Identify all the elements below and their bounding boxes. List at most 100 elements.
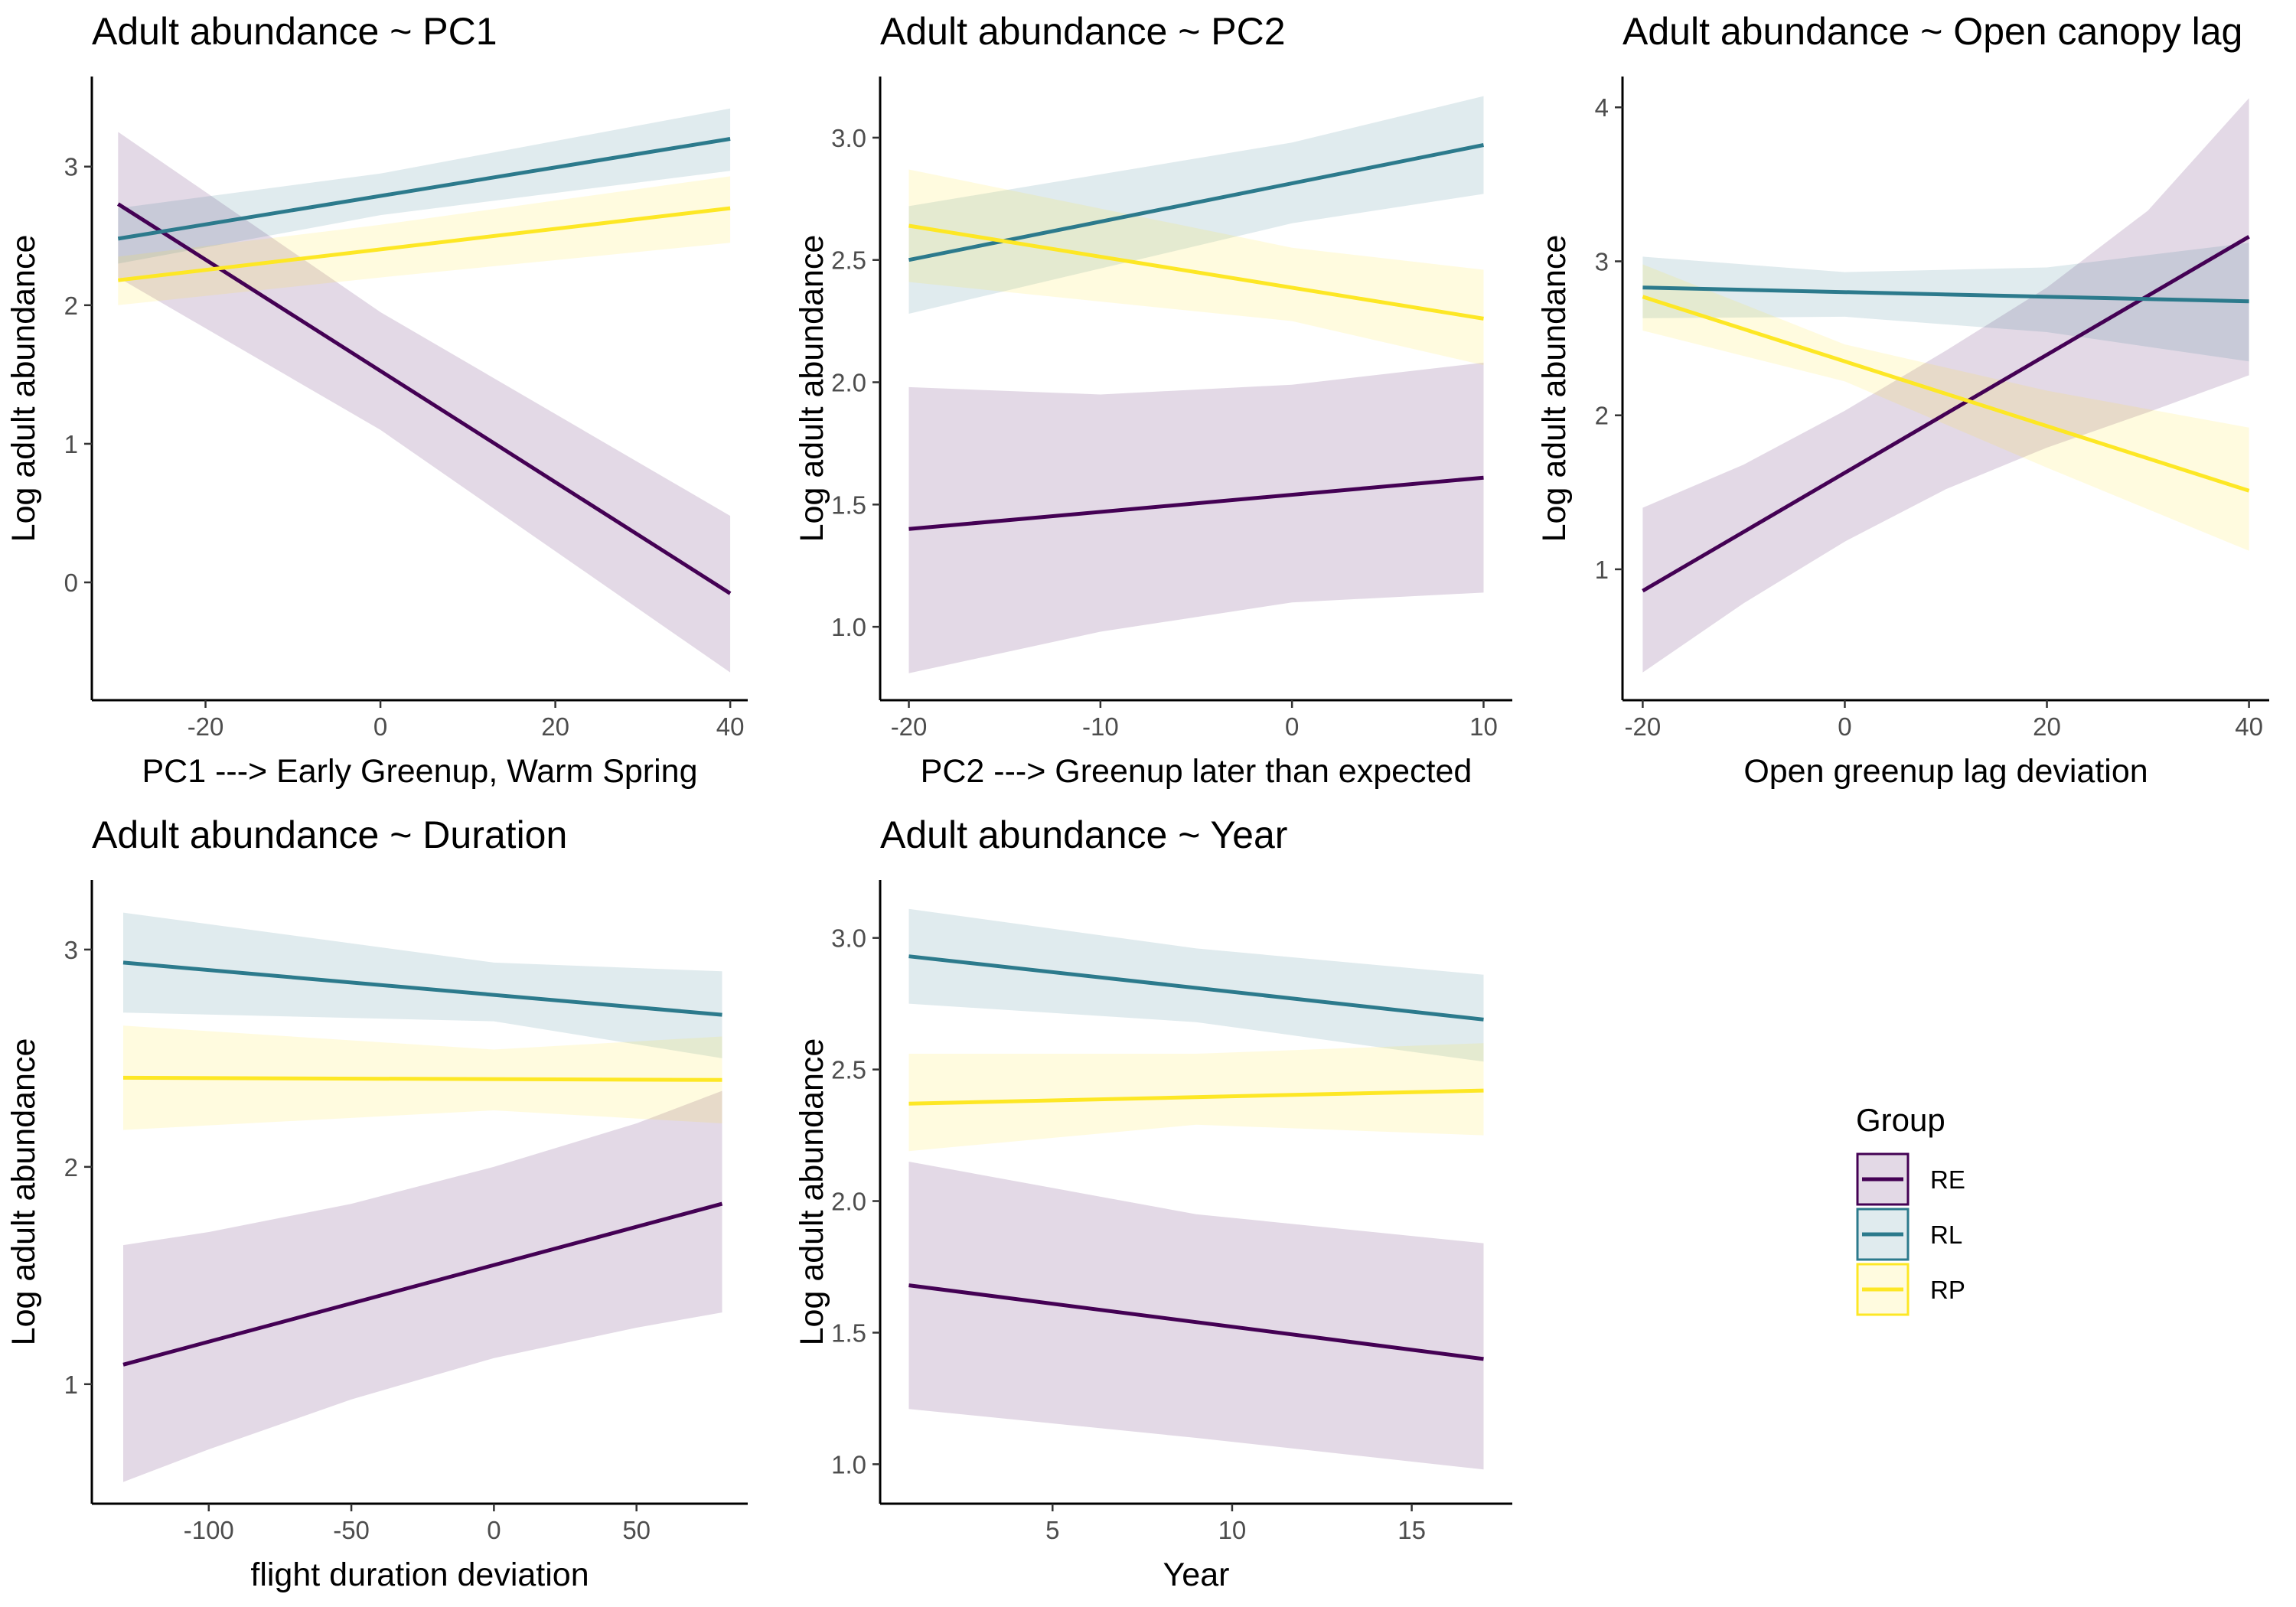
x-tick-label: 0 (373, 712, 387, 741)
panel-3: Adult abundance ~ Open canopy lag -20 0 20 4… (1536, 10, 2269, 790)
line-re (908, 475, 1484, 531)
x-axis-title: PC1 ---> Early Greenup, Warm Spring (142, 753, 697, 790)
x-axis-title: Year (1163, 1556, 1230, 1593)
plot-area (116, 108, 732, 673)
ribbon-re (1642, 98, 2249, 673)
plot-area (908, 908, 1484, 1470)
ribbon-rl (123, 912, 722, 1058)
ribbon-rl (908, 96, 1484, 314)
line-rp (908, 223, 1484, 321)
y-tick-label: 2.0 (831, 1188, 866, 1216)
y-tick-label: 4 (1595, 93, 1609, 122)
panel-1: Adult abundance ~ PC1 -20 0 20 40 0 1 2 3 PC1 ---… (5, 10, 748, 790)
y-tick-label: 1.5 (831, 491, 866, 519)
x-tick-label: -20 (1625, 712, 1662, 741)
x-tick-label: -10 (1082, 712, 1119, 741)
legend-label: RP (1930, 1276, 1965, 1304)
legend-title: Group (1856, 1102, 1945, 1138)
legend: Group RE RL RP (1856, 1102, 1965, 1316)
x-tick-label: 40 (2235, 712, 2263, 741)
x-tick-label: 40 (716, 712, 745, 741)
panel-title: Adult abundance ~ PC2 (880, 10, 1286, 53)
line-re (1642, 235, 2250, 593)
ribbon-re (118, 132, 731, 673)
ribbon-rp (908, 169, 1484, 366)
x-tick-label: -50 (333, 1516, 370, 1544)
line-rp (118, 206, 731, 282)
plot-area (1642, 98, 2250, 673)
x-axis-title: Open greenup lag deviation (1743, 753, 2148, 790)
x-tick-label: 0 (1285, 712, 1299, 741)
x-tick-label: -100 (184, 1516, 234, 1544)
legend-item-rl: RL (1856, 1208, 1962, 1261)
line-rl (122, 960, 722, 1017)
y-axis-title: Log adult abundance (1536, 235, 1573, 543)
y-tick-label: 3 (64, 153, 78, 181)
ribbon-rl (118, 108, 731, 264)
y-axis-title: Log adult abundance (794, 1038, 830, 1346)
y-tick-label: 2 (1595, 402, 1609, 430)
legend-item-re: RE (1856, 1152, 1965, 1206)
ribbon-rp (118, 176, 731, 305)
panel-title: Adult abundance ~ PC1 (92, 10, 497, 53)
line-rl (1642, 285, 2249, 304)
y-tick-label: 2 (64, 1153, 78, 1182)
x-axis-title: PC2 ---> Greenup later than expected (921, 753, 1473, 790)
x-tick-label: 0 (487, 1516, 501, 1544)
y-tick-label: 1.5 (831, 1319, 866, 1347)
x-tick-label: -20 (188, 712, 224, 741)
panel-5: Adult abundance ~ Year 5 10 15 1.0 1.5 2.0 2.5 3… (794, 813, 1512, 1593)
y-tick-label: 1.0 (831, 613, 866, 641)
legend-items: RE RL RP (1856, 1152, 1965, 1316)
y-tick-label: 0 (64, 569, 78, 597)
y-axis-title: Log adult abundance (5, 235, 42, 543)
panel-title: Adult abundance ~ Year (880, 813, 1287, 856)
ribbon-rl (1642, 243, 2249, 362)
ribbon-rp (1642, 264, 2249, 551)
panel-4: Adult abundance ~ Duration -100 -50 0 50 1 2 3 f… (5, 813, 748, 1593)
y-tick-label: 2.5 (831, 1056, 866, 1084)
ribbon-re (908, 362, 1484, 673)
y-tick-label: 3.0 (831, 924, 866, 953)
legend-label: RL (1930, 1221, 1962, 1249)
x-tick-label: 10 (1469, 712, 1498, 741)
y-tick-label: 1 (1595, 556, 1609, 584)
x-tick-label: 20 (2033, 712, 2061, 741)
panel-title: Adult abundance ~ Open canopy lag (1623, 10, 2242, 53)
plot-area (908, 96, 1484, 673)
y-tick-label: 2.0 (831, 369, 866, 397)
line-rp (908, 1088, 1484, 1106)
y-axis-title: Log adult abundance (5, 1038, 42, 1346)
y-tick-label: 3 (1595, 247, 1609, 275)
x-tick-label: 5 (1045, 1516, 1059, 1544)
y-tick-label: 1 (64, 430, 78, 458)
panel-title: Adult abundance ~ Duration (92, 813, 567, 856)
y-tick-label: 1.0 (831, 1450, 866, 1478)
x-tick-label: 50 (622, 1516, 651, 1544)
y-tick-label: 3.0 (831, 124, 866, 152)
line-rp (1642, 295, 2250, 493)
x-tick-label: -20 (891, 712, 928, 741)
line-rp (122, 1075, 722, 1082)
x-tick-label: 15 (1397, 1516, 1426, 1544)
y-axis-title: Log adult abundance (794, 235, 830, 543)
panel-2: Adult abundance ~ PC2 -20 -10 0 10 1.0 1.5 2.0 2… (794, 10, 1512, 790)
legend-item-rp: RP (1856, 1263, 1965, 1316)
y-tick-label: 2 (64, 292, 78, 320)
x-axis-title: flight duration deviation (250, 1556, 589, 1593)
line-rl (117, 137, 731, 241)
ribbon-re (908, 1162, 1484, 1470)
plot-area (122, 912, 723, 1482)
x-tick-label: 0 (1838, 712, 1851, 741)
y-tick-label: 2.5 (831, 246, 866, 275)
x-tick-label: 20 (541, 712, 569, 741)
y-tick-label: 3 (64, 936, 78, 964)
legend-label: RE (1930, 1165, 1965, 1194)
y-tick-label: 1 (64, 1371, 78, 1399)
line-re (908, 1283, 1484, 1361)
ribbon-re (123, 1090, 722, 1482)
ribbon-rl (908, 908, 1484, 1062)
line-re (122, 1201, 723, 1367)
